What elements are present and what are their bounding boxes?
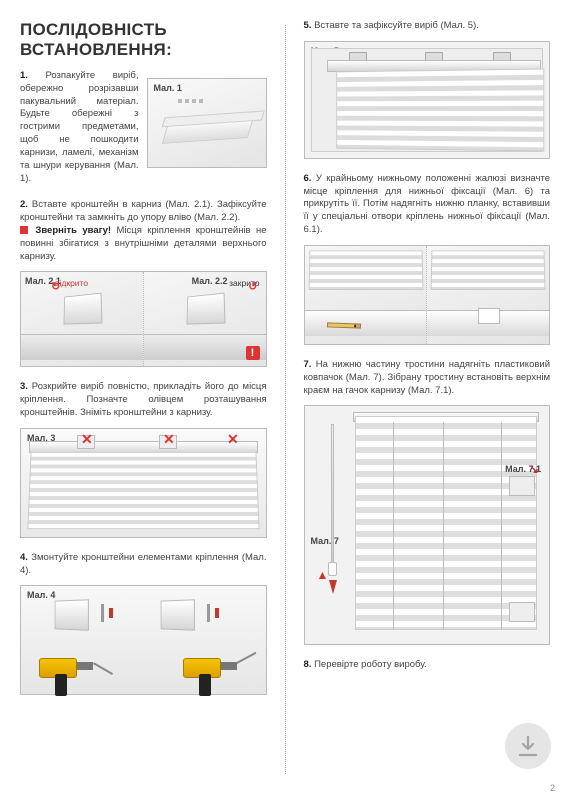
screw-2	[207, 604, 210, 622]
cord-2	[443, 422, 444, 630]
right-column: 5. Вставте та зафіксуйте виріб (Мал. 5).…	[304, 20, 551, 789]
wand-cap	[328, 562, 337, 576]
step-3-num: 3.	[20, 381, 28, 392]
column-divider	[285, 25, 286, 774]
step-4-text: 4. Змонтуйте кронштейни елементами кріпл…	[20, 552, 267, 578]
slats-3	[27, 452, 259, 529]
step-4: 4. Змонтуйте кронштейни елементами кріпл…	[20, 552, 267, 696]
step-2-warn-label: Зверніть увагу!	[35, 225, 111, 236]
step-8-num: 8.	[304, 659, 312, 670]
pencil-icon	[326, 322, 360, 328]
tassel-icon	[329, 580, 337, 594]
step-2-num: 2.	[20, 199, 28, 210]
step-1: 1. Розпакуйте виріб, обережно розрізавши…	[20, 70, 267, 185]
warning-icon	[20, 226, 28, 234]
wall-bracket-2	[161, 600, 195, 631]
step-8-text: 8. Перевірте роботу виробу.	[304, 659, 551, 672]
step-5-num: 5.	[304, 20, 312, 31]
arrow-right-icon: ↘	[529, 462, 539, 476]
step-7-text: 7. На нижню частину тростини надягніть п…	[304, 359, 551, 397]
step-5-body: Вставте та зафіксуйте виріб (Мал. 5).	[314, 20, 479, 31]
step-3: 3. Розкрийте виріб повністю, прикладіть …	[20, 381, 267, 537]
step-7-body: На нижню частину тростини надягніть плас…	[304, 359, 551, 396]
bracket-open	[63, 293, 102, 325]
headrail-graphic	[161, 116, 253, 144]
step-6: 6. У крайньому нижньому положенні жалюзі…	[304, 173, 551, 345]
figure-2-2: Мал. 2.2 закрито ↺ !	[143, 272, 266, 366]
figure-4-label: Мал. 4	[27, 590, 55, 600]
corner-clip-top	[509, 476, 535, 496]
warning-badge: !	[246, 346, 260, 360]
wall-plug-1	[109, 608, 113, 618]
figure-6: Мал. 6	[305, 246, 427, 344]
beam-left	[21, 334, 143, 360]
step-8: 8. Перевірте роботу виробу.	[304, 659, 551, 672]
figure-4: Мал. 4	[20, 585, 267, 695]
cross-icon-2: ✕	[163, 431, 175, 448]
step-1-text: 1. Розпакуйте виріб, обережно розрізавши…	[20, 70, 139, 185]
slats-6	[308, 250, 423, 290]
bottom-clip	[478, 308, 500, 324]
download-overlay-icon	[505, 723, 551, 769]
cross-icon-3: ✕	[227, 431, 239, 448]
step-2: 2. Вставте кронштейн в карниз (Мал. 2.1)…	[20, 199, 267, 367]
step-3-text: 3. Розкрийте виріб повністю, прикладіть …	[20, 381, 267, 419]
corner-clip-bottom	[509, 602, 535, 622]
figure-7-label: Мал. 7	[311, 536, 339, 546]
screw-1	[101, 604, 104, 622]
wall-bracket-1	[55, 600, 89, 631]
figure-2-1: Мал. 2.1 відкрито ↻	[21, 272, 143, 366]
step-5: 5. Вставте та зафіксуйте виріб (Мал. 5).…	[304, 20, 551, 159]
figure-1: Мал. 1	[147, 78, 267, 168]
figure-6-1: Мал. 6.1	[426, 246, 549, 344]
drill-2	[179, 654, 239, 698]
page-number: 2	[550, 783, 555, 793]
figure-2-2-label: Мал. 2.2	[192, 276, 228, 286]
step-5-text: 5. Вставте та зафіксуйте виріб (Мал. 5).	[304, 20, 551, 33]
drill-1	[35, 654, 95, 698]
step-1-num: 1.	[20, 70, 28, 81]
figure-5: Мал. 5	[304, 41, 551, 159]
step-6-body: У крайньому нижньому положенні жалюзі ви…	[304, 173, 551, 235]
figure-3: Мал. 3 ✕ ✕ ✕	[20, 428, 267, 538]
slats-6-1	[431, 250, 546, 290]
figure-1-label: Мал. 1	[154, 83, 182, 93]
cross-icon-1: ✕	[81, 431, 93, 448]
cord-1	[393, 422, 394, 630]
step-4-body: Змонтуйте кронштейни елементами кріпленн…	[20, 552, 267, 576]
bracket-closed	[186, 293, 225, 325]
step-6-num: 6.	[304, 173, 312, 184]
cord-3	[501, 422, 502, 630]
step-6-text: 6. У крайньому нижньому положенні жалюзі…	[304, 173, 551, 237]
wall-plug-2	[215, 608, 219, 618]
left-column: ПОСЛІДОВНІСТЬ ВСТАНОВЛЕННЯ: 1. Розпакуйт…	[20, 20, 267, 789]
step-4-num: 4.	[20, 552, 28, 563]
step-2-text: 2. Вставте кронштейн в карниз (Мал. 2.1)…	[20, 199, 267, 263]
figure-6-row: Мал. 6 Мал. 6.1	[304, 245, 551, 345]
slats-7	[355, 416, 538, 630]
step-1-body: Розпакуйте виріб, обережно розрізавши па…	[20, 70, 139, 184]
sill-6	[305, 310, 427, 336]
arrow-close-icon: ↺	[248, 280, 257, 293]
hardware-bits	[178, 99, 203, 103]
figure-2: Мал. 2.1 відкрито ↻ Мал. 2.2 закрито ↺ !	[20, 271, 267, 367]
arrow-up-icon: ▲	[317, 568, 329, 582]
step-2-body: Вставте кронштейн в карниз (Мал. 2.1). З…	[20, 199, 267, 223]
figure-7: Мал. 7 Мал. 7.1 ▲ ↘	[304, 405, 551, 645]
step-7-num: 7.	[304, 359, 312, 370]
step-8-body: Перевірте роботу виробу.	[314, 659, 427, 670]
step-7: 7. На нижню частину тростини надягніть п…	[304, 359, 551, 645]
page-title: ПОСЛІДОВНІСТЬ ВСТАНОВЛЕННЯ:	[20, 20, 267, 60]
step-3-body: Розкрийте виріб повністю, прикладіть йог…	[20, 381, 267, 418]
slats-5	[336, 68, 544, 151]
arrow-open-icon: ↻	[51, 280, 60, 293]
